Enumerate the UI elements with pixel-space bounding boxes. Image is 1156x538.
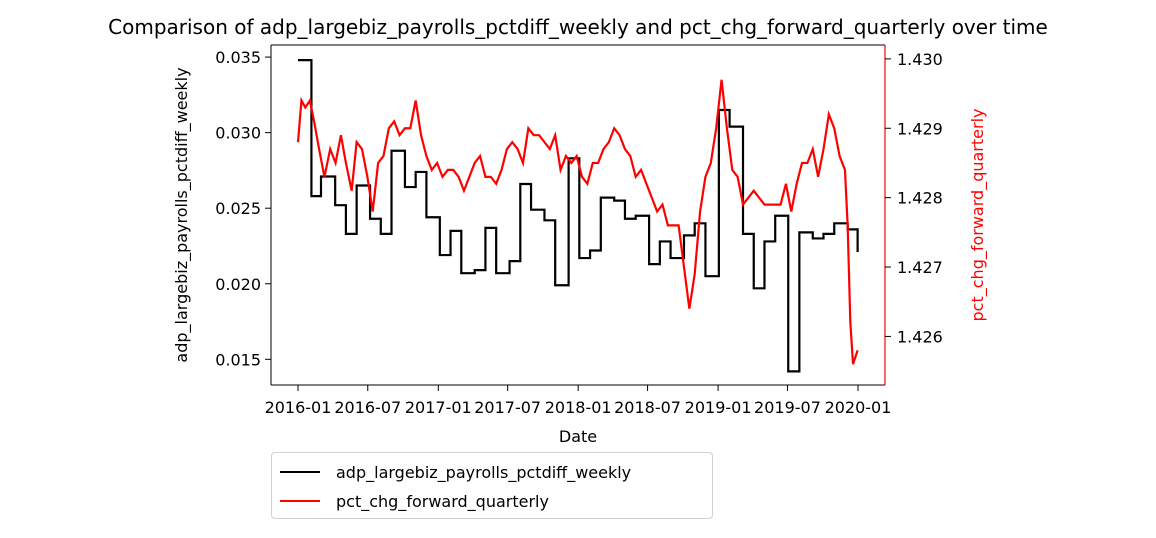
x-tick-label: 2020-01: [825, 398, 892, 417]
legend-entry-2: pct_chg_forward_quarterly: [280, 490, 549, 512]
plot-area: 2016-01 2016-07 2017-01 2017-07 2018-01 2018-…: [215, 44, 943, 417]
legend-label-1: adp_largebiz_payrolls_pctdiff_weekly: [336, 462, 632, 482]
right-y-tick-label: 1.426: [897, 327, 943, 346]
x-tick-label: 2019-01: [685, 398, 752, 417]
legend-swatch-1: [280, 471, 320, 473]
series-line-2: [296, 79, 859, 365]
right-y-axis-label: pct_chg_forward_quarterly: [968, 109, 988, 322]
x-tick-label: 2016-07: [334, 398, 401, 417]
legend: adp_largebiz_payrolls_pctdiff_weekly pct…: [271, 452, 713, 519]
x-tick-label: 2016-01: [265, 398, 332, 417]
x-tick-label: 2017-07: [474, 398, 541, 417]
x-tick-label: 2017-01: [405, 398, 472, 417]
x-tick-label: 2018-07: [614, 398, 681, 417]
legend-entry-1: adp_largebiz_payrolls_pctdiff_weekly: [280, 461, 631, 483]
right-y-tick-label: 1.429: [897, 119, 943, 138]
right-y-tick-label: 1.427: [897, 258, 943, 277]
legend-swatch-2: [280, 500, 320, 502]
left-y-axis-label: adp_largebiz_payrolls_pctdiff_weekly: [172, 67, 192, 362]
left-y-tick-label: 0.020: [215, 275, 261, 294]
left-y-tick-label: 0.015: [215, 350, 261, 369]
left-y-tick-label: 0.035: [215, 48, 261, 67]
legend-label-2: pct_chg_forward_quarterly: [336, 491, 549, 511]
left-y-tick-label: 0.030: [215, 124, 261, 143]
x-axis-label: Date: [559, 427, 597, 446]
right-y-tick-label: 1.430: [897, 50, 943, 69]
x-tick-label: 2019-07: [754, 398, 821, 417]
chart-title: Comparison of adp_largebiz_payrolls_pctd…: [108, 15, 1048, 39]
right-y-tick-label: 1.428: [897, 189, 943, 208]
left-y-tick-label: 0.025: [215, 199, 261, 218]
x-tick-label: 2018-01: [545, 398, 612, 417]
series-line-1: [298, 59, 859, 373]
